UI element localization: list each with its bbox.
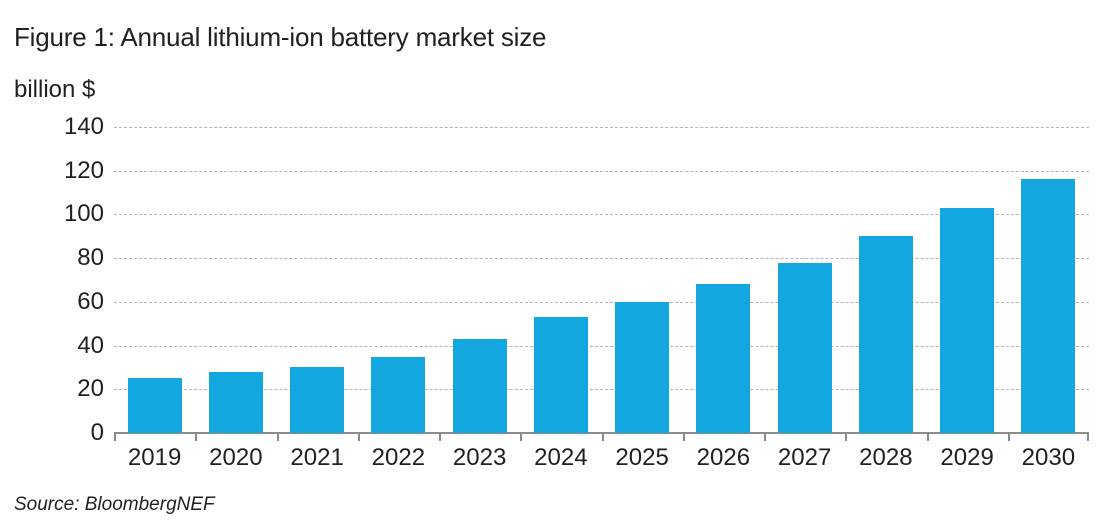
bar-2021 [290,367,345,433]
bar-2026 [696,284,751,433]
bar-2020 [208,372,263,433]
plot-area [114,127,1089,441]
x-tick-label-2028: 2028 [859,444,913,471]
y-axis-tick-labels: 0 20 40 60 80 100 120 140 [0,113,104,446]
gridline-40 [114,345,1089,347]
y-tick-label-80: 80 [77,244,104,272]
x-axis-tick [520,433,522,441]
bar-2024 [533,317,588,433]
gridline-100 [114,214,1089,216]
y-tick-label-0: 0 [90,419,104,446]
gridline-60 [114,301,1089,303]
x-axis-tick [1087,433,1089,441]
y-tick-label-60: 60 [77,287,104,315]
x-axis-tick [1008,433,1010,441]
x-axis-tick [602,433,604,441]
x-axis-tick [439,433,441,441]
gridline-20 [114,389,1089,391]
x-axis-tick-labels: 2019 2020 2021 2022 2023 2024 2025 2026 2027 2028… [114,444,1089,474]
x-axis-tick [358,433,360,441]
bar-2030 [1021,179,1076,433]
y-axis-unit-label: billion $ [14,76,96,103]
x-tick-label-2020: 2020 [209,444,263,471]
x-tick-label-2026: 2026 [696,444,751,471]
gridline-80 [114,258,1089,260]
x-tick-label-2025: 2025 [615,444,669,471]
x-axis-tick [764,433,766,441]
bar-2025 [615,302,670,433]
x-tick-label-2022: 2022 [371,444,426,471]
gridline-140 [114,127,1089,128]
x-tick-label-2029: 2029 [940,444,994,471]
y-tick-label-120: 120 [63,156,104,184]
y-tick-label-20: 20 [77,375,104,403]
x-axis-tick [845,433,847,441]
y-tick-label-40: 40 [77,331,104,359]
bar-2028 [858,236,913,433]
bar-2029 [940,208,995,433]
bar-2023 [452,339,507,433]
x-tick-label-2019: 2019 [127,444,182,471]
x-axis-line [114,432,1089,434]
x-tick-label-2024: 2024 [534,444,588,471]
x-axis-tick [114,433,116,441]
bar-2022 [371,357,426,433]
chart-title: Figure 1: Annual lithium-ion battery mar… [14,22,547,52]
bar-2019 [127,378,182,433]
x-tick-label-2021: 2021 [290,444,344,471]
x-axis-tick [277,433,279,441]
y-tick-label-140: 140 [63,113,104,140]
x-axis-tick [683,433,685,441]
gridline-120 [114,170,1089,172]
x-tick-label-2023: 2023 [452,444,507,471]
x-tick-label-2030: 2030 [1021,444,1076,471]
x-axis-tick [195,433,197,441]
bar-2027 [777,263,832,433]
x-axis-tick [927,433,929,441]
x-tick-label-2027: 2027 [777,444,832,471]
source-note: Source: BloombergNEF [14,494,215,515]
y-tick-label-100: 100 [63,200,104,228]
